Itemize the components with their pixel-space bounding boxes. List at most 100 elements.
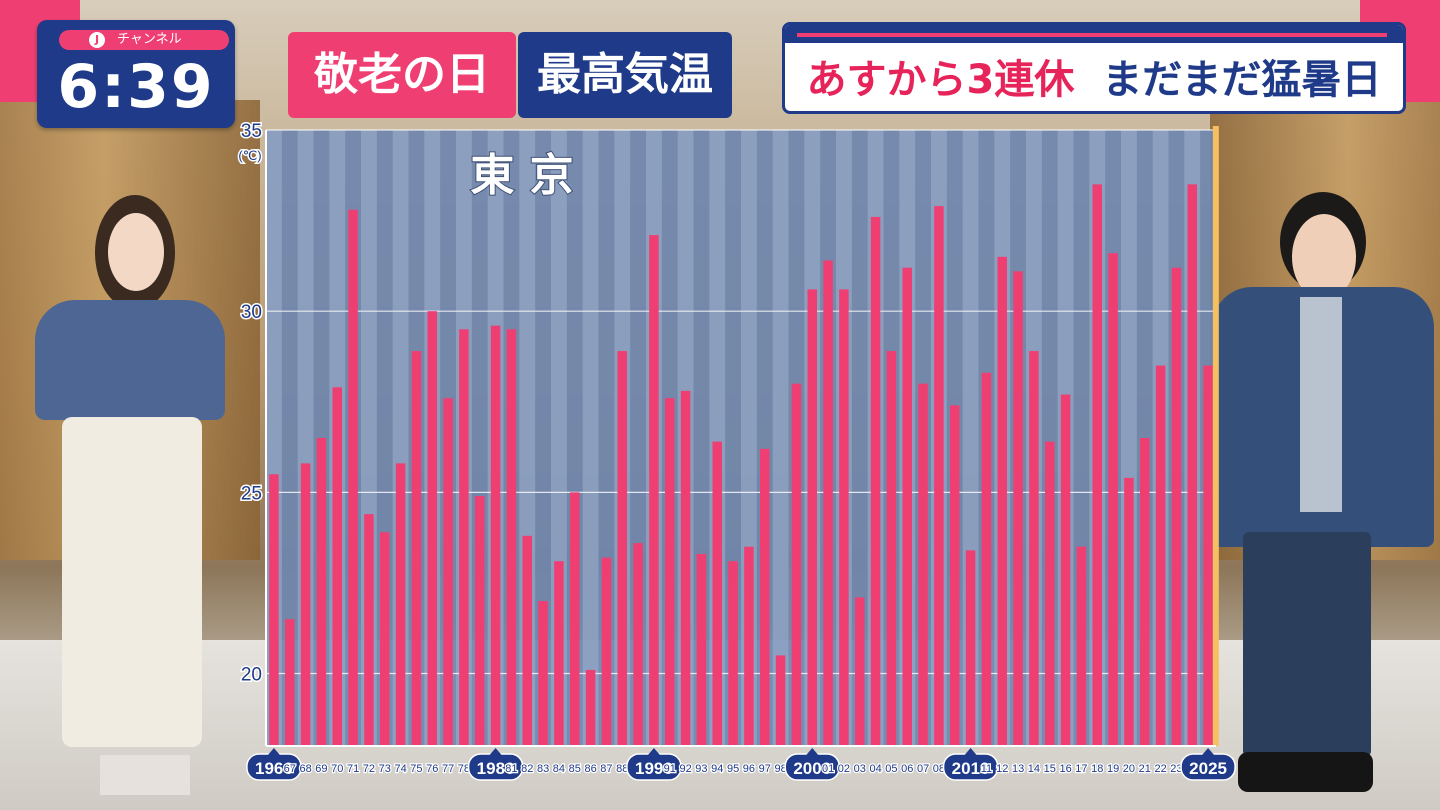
bar-2017 bbox=[1076, 546, 1087, 746]
x-major-tick-label: 2010 bbox=[952, 759, 990, 778]
x-tick-label: 07 bbox=[917, 763, 929, 775]
y-tick-label: 20 bbox=[241, 665, 262, 686]
y-axis-unit: (℃) bbox=[238, 148, 261, 163]
x-tick-label: 92 bbox=[679, 763, 691, 775]
x-major-tick-label: 1966 bbox=[255, 759, 293, 778]
clock-badge: J チャンネル 6:39 bbox=[37, 20, 235, 128]
x-tick-label: 75 bbox=[410, 763, 422, 775]
bar-1970 bbox=[332, 387, 342, 746]
y-tick-label: 25 bbox=[241, 483, 262, 504]
presenter-right-tshirt bbox=[1300, 297, 1342, 512]
x-tick-label: 81 bbox=[505, 763, 517, 775]
x-major-tick-pointer bbox=[647, 748, 660, 755]
bar-2003 bbox=[855, 597, 865, 746]
x-major-tick-pointer bbox=[489, 748, 502, 755]
channel-brand-label: チャンネル bbox=[117, 32, 182, 47]
channel-logo-icon: J bbox=[89, 32, 105, 48]
x-tick-label: 72 bbox=[363, 763, 375, 775]
bar-2009 bbox=[950, 405, 960, 746]
bar-1971 bbox=[348, 209, 358, 746]
presenter-left-shoes bbox=[100, 755, 190, 795]
title-right: 最高気温 bbox=[518, 32, 732, 118]
x-tick-label: 96 bbox=[743, 763, 755, 775]
bar-1992 bbox=[680, 390, 691, 746]
bar-1982 bbox=[522, 535, 532, 746]
bar-2005 bbox=[886, 351, 897, 746]
x-major-tick-label: 1980 bbox=[477, 759, 515, 778]
presenter-right-shoes bbox=[1238, 752, 1373, 792]
bar-1981 bbox=[506, 329, 517, 746]
x-tick-label: 77 bbox=[442, 763, 454, 775]
bar-1975 bbox=[411, 351, 422, 746]
bar-1999 bbox=[791, 383, 802, 746]
bar-2001 bbox=[823, 260, 833, 746]
bar-2025 bbox=[1203, 365, 1213, 746]
x-tick-label: 95 bbox=[727, 763, 739, 775]
x-tick-label: 88 bbox=[616, 763, 628, 775]
bar-2020 bbox=[1124, 477, 1134, 746]
headline-bar-accent bbox=[797, 33, 1387, 37]
bar-1972 bbox=[364, 514, 374, 746]
x-tick-label: 20 bbox=[1123, 763, 1135, 775]
bar-1980 bbox=[490, 325, 501, 746]
bar-1987 bbox=[601, 557, 612, 746]
x-tick-label: 93 bbox=[695, 763, 707, 775]
bar-1984 bbox=[554, 561, 564, 746]
x-tick-label: 01 bbox=[822, 763, 834, 775]
temperature-chart: 20 25 30 35 (℃) 東 京 1966 67 68 69 70 71 72 73 74 75 76 77… bbox=[232, 120, 1242, 800]
x-tick-label: 71 bbox=[347, 763, 359, 775]
column-stripe bbox=[582, 130, 599, 746]
current-year-marker bbox=[1212, 126, 1219, 746]
y-tick-label: 30 bbox=[241, 302, 262, 323]
x-tick-label: 11 bbox=[981, 763, 992, 775]
x-tick-label: 21 bbox=[1139, 763, 1151, 775]
x-tick-label: 22 bbox=[1154, 763, 1166, 775]
bar-2018 bbox=[1092, 184, 1102, 747]
bar-1994 bbox=[712, 441, 722, 746]
x-tick-label: 76 bbox=[426, 763, 438, 775]
bar-1978 bbox=[459, 329, 469, 746]
x-tick-label: 78 bbox=[458, 763, 470, 775]
bar-2010 bbox=[965, 550, 976, 746]
x-major-tick-pointer bbox=[806, 748, 819, 755]
x-tick-label: 03 bbox=[854, 763, 866, 775]
bar-1979 bbox=[475, 495, 485, 746]
bar-2007 bbox=[918, 383, 928, 746]
y-tick-label: 35 bbox=[241, 121, 262, 142]
bar-1968 bbox=[300, 463, 311, 746]
headline-text: あすから3連休 まだまだ猛暑日 bbox=[785, 49, 1403, 111]
x-tick-label: 91 bbox=[664, 763, 676, 775]
bar-2013 bbox=[1013, 271, 1023, 746]
presenter-left-face bbox=[108, 213, 164, 291]
channel-brand: J チャンネル bbox=[59, 30, 229, 50]
bar-2011 bbox=[981, 372, 992, 746]
presenter-left bbox=[30, 195, 230, 805]
bar-1988 bbox=[617, 351, 627, 746]
bar-2000 bbox=[807, 289, 817, 746]
x-tick-label: 70 bbox=[331, 763, 343, 775]
presenter-left-pants bbox=[62, 417, 202, 747]
presenter-left-top bbox=[35, 300, 225, 420]
x-tick-label: 94 bbox=[711, 763, 723, 775]
x-major-tick-label: 2025 bbox=[1189, 759, 1227, 778]
x-tick-label: 06 bbox=[901, 763, 913, 775]
bar-1996 bbox=[744, 546, 754, 746]
x-tick-label: 83 bbox=[537, 763, 549, 775]
bar-2024 bbox=[1187, 184, 1197, 747]
x-tick-label: 84 bbox=[553, 763, 565, 775]
x-major-tick-pointer bbox=[1202, 748, 1215, 755]
bar-2021 bbox=[1140, 438, 1150, 746]
bar-1973 bbox=[380, 532, 390, 746]
x-tick-label: 97 bbox=[759, 763, 771, 775]
presenter-right bbox=[1208, 192, 1438, 802]
bar-2004 bbox=[870, 216, 881, 746]
bar-1998 bbox=[775, 655, 786, 746]
bar-2023 bbox=[1171, 267, 1182, 746]
x-tick-label: 05 bbox=[885, 763, 897, 775]
presenter-right-face bbox=[1292, 214, 1356, 300]
x-tick-label: 69 bbox=[315, 763, 327, 775]
x-tick-label: 04 bbox=[869, 763, 881, 775]
bar-2014 bbox=[1029, 351, 1039, 746]
x-tick-label: 14 bbox=[1028, 763, 1040, 775]
bar-1995 bbox=[728, 561, 738, 746]
